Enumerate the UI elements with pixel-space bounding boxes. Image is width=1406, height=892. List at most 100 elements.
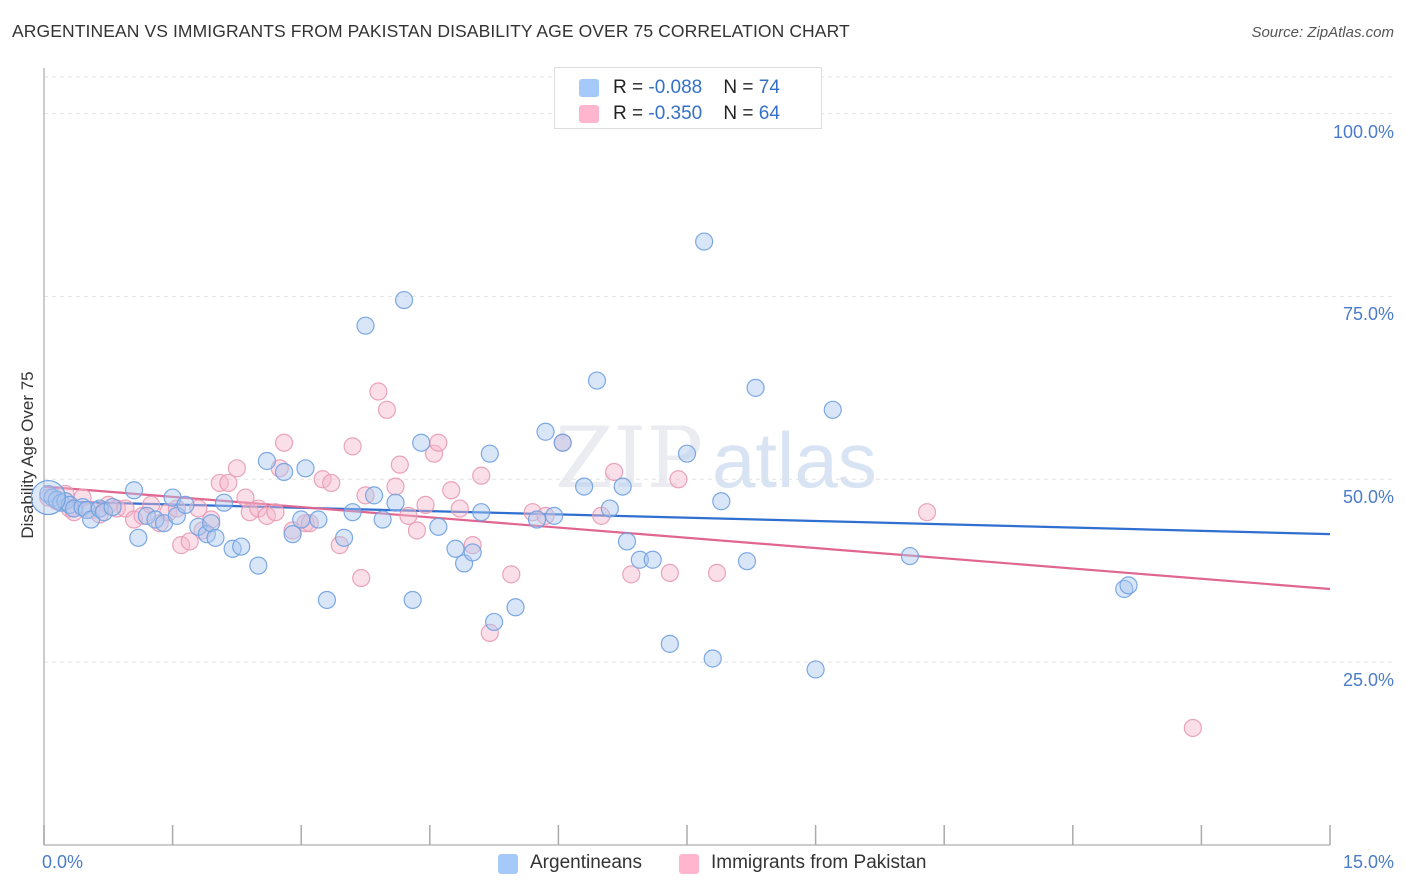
point-pakistan	[399, 506, 418, 525]
point-pakistan	[605, 462, 624, 482]
point-pakistan	[274, 433, 294, 452]
stats-n-value: 64	[758, 103, 780, 124]
point-pakistan	[480, 623, 499, 642]
point-argentineans	[129, 528, 148, 547]
point-argentineans	[124, 481, 144, 500]
point-pakistan	[442, 481, 461, 500]
point-pakistan	[390, 455, 409, 474]
point-pakistan	[322, 473, 341, 493]
point-argentineans	[463, 543, 482, 562]
data-points	[30, 232, 1202, 738]
point-argentineans	[630, 550, 649, 569]
point-argentineans	[480, 444, 499, 463]
point-argentineans	[296, 459, 315, 478]
point-argentineans	[386, 493, 405, 512]
point-pakistan	[660, 563, 679, 583]
point-pakistan	[142, 495, 161, 514]
point-argentineans	[545, 506, 564, 525]
point-argentineans	[317, 590, 337, 610]
point-pakistan	[622, 565, 641, 584]
point-argentineans	[94, 503, 114, 522]
point-pakistan	[236, 488, 255, 507]
point-argentineans	[472, 503, 491, 522]
stats-r-label: R =	[613, 77, 649, 98]
point-pakistan	[343, 437, 362, 456]
point-argentineans	[575, 477, 594, 496]
y-tick-label: 50.0%	[1342, 487, 1394, 508]
point-argentineans	[403, 590, 422, 610]
correlation-stats-box: R = -0.088 N = 74 R = -0.350 N = 64	[554, 67, 822, 129]
stats-swatch-pakistan	[579, 105, 599, 123]
point-pakistan	[369, 382, 388, 401]
stats-swatch-argentineans	[579, 79, 599, 97]
stats-r-label: R =	[613, 103, 649, 124]
point-pakistan	[917, 503, 937, 522]
stats-n-value: 74	[758, 77, 780, 98]
point-argentineans	[527, 510, 547, 529]
point-argentineans	[746, 378, 765, 397]
stats-n-label: N =	[723, 77, 759, 98]
point-argentineans	[274, 462, 294, 482]
point-argentineans	[485, 612, 504, 632]
point-argentineans	[202, 514, 221, 533]
point-argentineans	[334, 528, 354, 547]
point-argentineans	[176, 495, 195, 514]
point-argentineans	[900, 546, 920, 566]
point-argentineans	[695, 232, 714, 251]
point-argentineans	[214, 493, 234, 512]
trend-line-pakistan	[43, 485, 1331, 591]
point-argentineans	[703, 649, 722, 668]
point-pakistan	[416, 495, 435, 514]
point-argentineans	[617, 532, 637, 551]
y-tick-label: 100.0%	[1332, 121, 1394, 142]
trend-lines	[43, 485, 1331, 591]
legend-swatch-argentineans	[498, 854, 518, 874]
trend-line-argentineans	[43, 500, 1331, 536]
stats-n-label: N =	[723, 103, 759, 124]
y-tick-label: 25.0%	[1342, 670, 1394, 691]
legend-label-pakistan: Immigrants from Pakistan	[711, 852, 927, 873]
point-pakistan	[463, 536, 482, 555]
stats-r-value: -0.088	[648, 77, 703, 98]
watermark-zip: ZIP	[555, 409, 703, 507]
point-argentineans	[292, 510, 311, 529]
point-pakistan	[266, 503, 285, 522]
point-argentineans	[283, 525, 302, 544]
point-pakistan	[424, 444, 444, 463]
point-argentineans	[394, 290, 414, 310]
point-argentineans	[1119, 576, 1138, 595]
point-argentineans	[823, 400, 842, 419]
source-credit: Source: ZipAtlas.com	[1251, 24, 1394, 41]
point-argentineans	[660, 634, 679, 653]
stats-text-argentineans: R = -0.088 N = 74	[613, 77, 780, 99]
x-tick-label: 0.0%	[42, 852, 84, 872]
legend-label-argentineans: Argentineans	[530, 852, 642, 873]
point-pakistan	[219, 473, 238, 493]
point-pakistan	[669, 470, 688, 489]
stats-r-value: -0.350	[648, 103, 703, 124]
point-pakistan	[502, 565, 521, 584]
point-argentineans	[232, 537, 251, 556]
axes	[43, 68, 1331, 846]
x-tick-label: 15.0%	[1342, 852, 1394, 872]
point-pakistan	[429, 433, 448, 452]
point-argentineans	[536, 422, 555, 441]
point-pakistan	[1183, 718, 1202, 738]
point-pakistan	[377, 400, 397, 419]
point-argentineans	[587, 371, 607, 390]
point-pakistan	[472, 466, 491, 485]
point-argentineans	[643, 550, 662, 569]
watermark-atlas: atlas	[712, 416, 877, 504]
stats-text-pakistan: R = -0.350 N = 64	[613, 103, 780, 125]
point-pakistan	[386, 477, 405, 496]
point-argentineans	[446, 539, 465, 558]
point-pakistan	[707, 563, 727, 583]
point-argentineans	[343, 503, 362, 522]
point-argentineans	[429, 517, 448, 536]
point-argentineans	[356, 316, 375, 335]
point-argentineans	[249, 556, 268, 575]
point-pakistan	[180, 532, 199, 551]
point-argentineans	[257, 451, 277, 471]
point-pakistan	[227, 459, 246, 478]
